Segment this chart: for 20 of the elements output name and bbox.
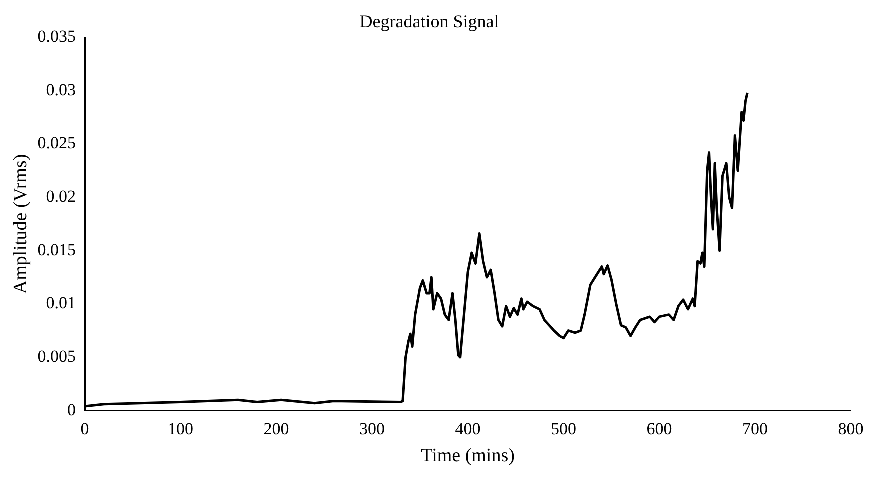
y-tick-label: 0.01 — [46, 294, 76, 313]
x-tick-label: 0 — [80, 419, 90, 438]
y-tick-label: 0.025 — [38, 134, 76, 153]
y-tick-label: 0.015 — [38, 240, 76, 260]
y-tick-label: 0 — [68, 400, 76, 420]
y-tick-label: 0.005 — [38, 346, 76, 366]
y-tick-label: 0.035 — [38, 27, 76, 46]
x-tick-label: 400 — [455, 419, 481, 438]
x-tick-label: 200 — [264, 419, 290, 438]
x-tick-label: 700 — [742, 419, 768, 438]
y-axis-title: Amplitude (Vrms) — [10, 154, 32, 294]
x-tick-label: 300 — [360, 419, 386, 438]
x-axis-title: Time (mins) — [421, 446, 515, 467]
x-tick-label: 100 — [168, 419, 194, 438]
y-tick-label: 0.02 — [46, 187, 76, 206]
x-tick-label: 600 — [646, 419, 672, 438]
x-tick-label: 800 — [838, 419, 864, 438]
x-tick-label: 500 — [551, 419, 577, 438]
chart-title: Degradation Signal — [360, 12, 500, 32]
y-tick-label: 0.03 — [46, 80, 76, 100]
